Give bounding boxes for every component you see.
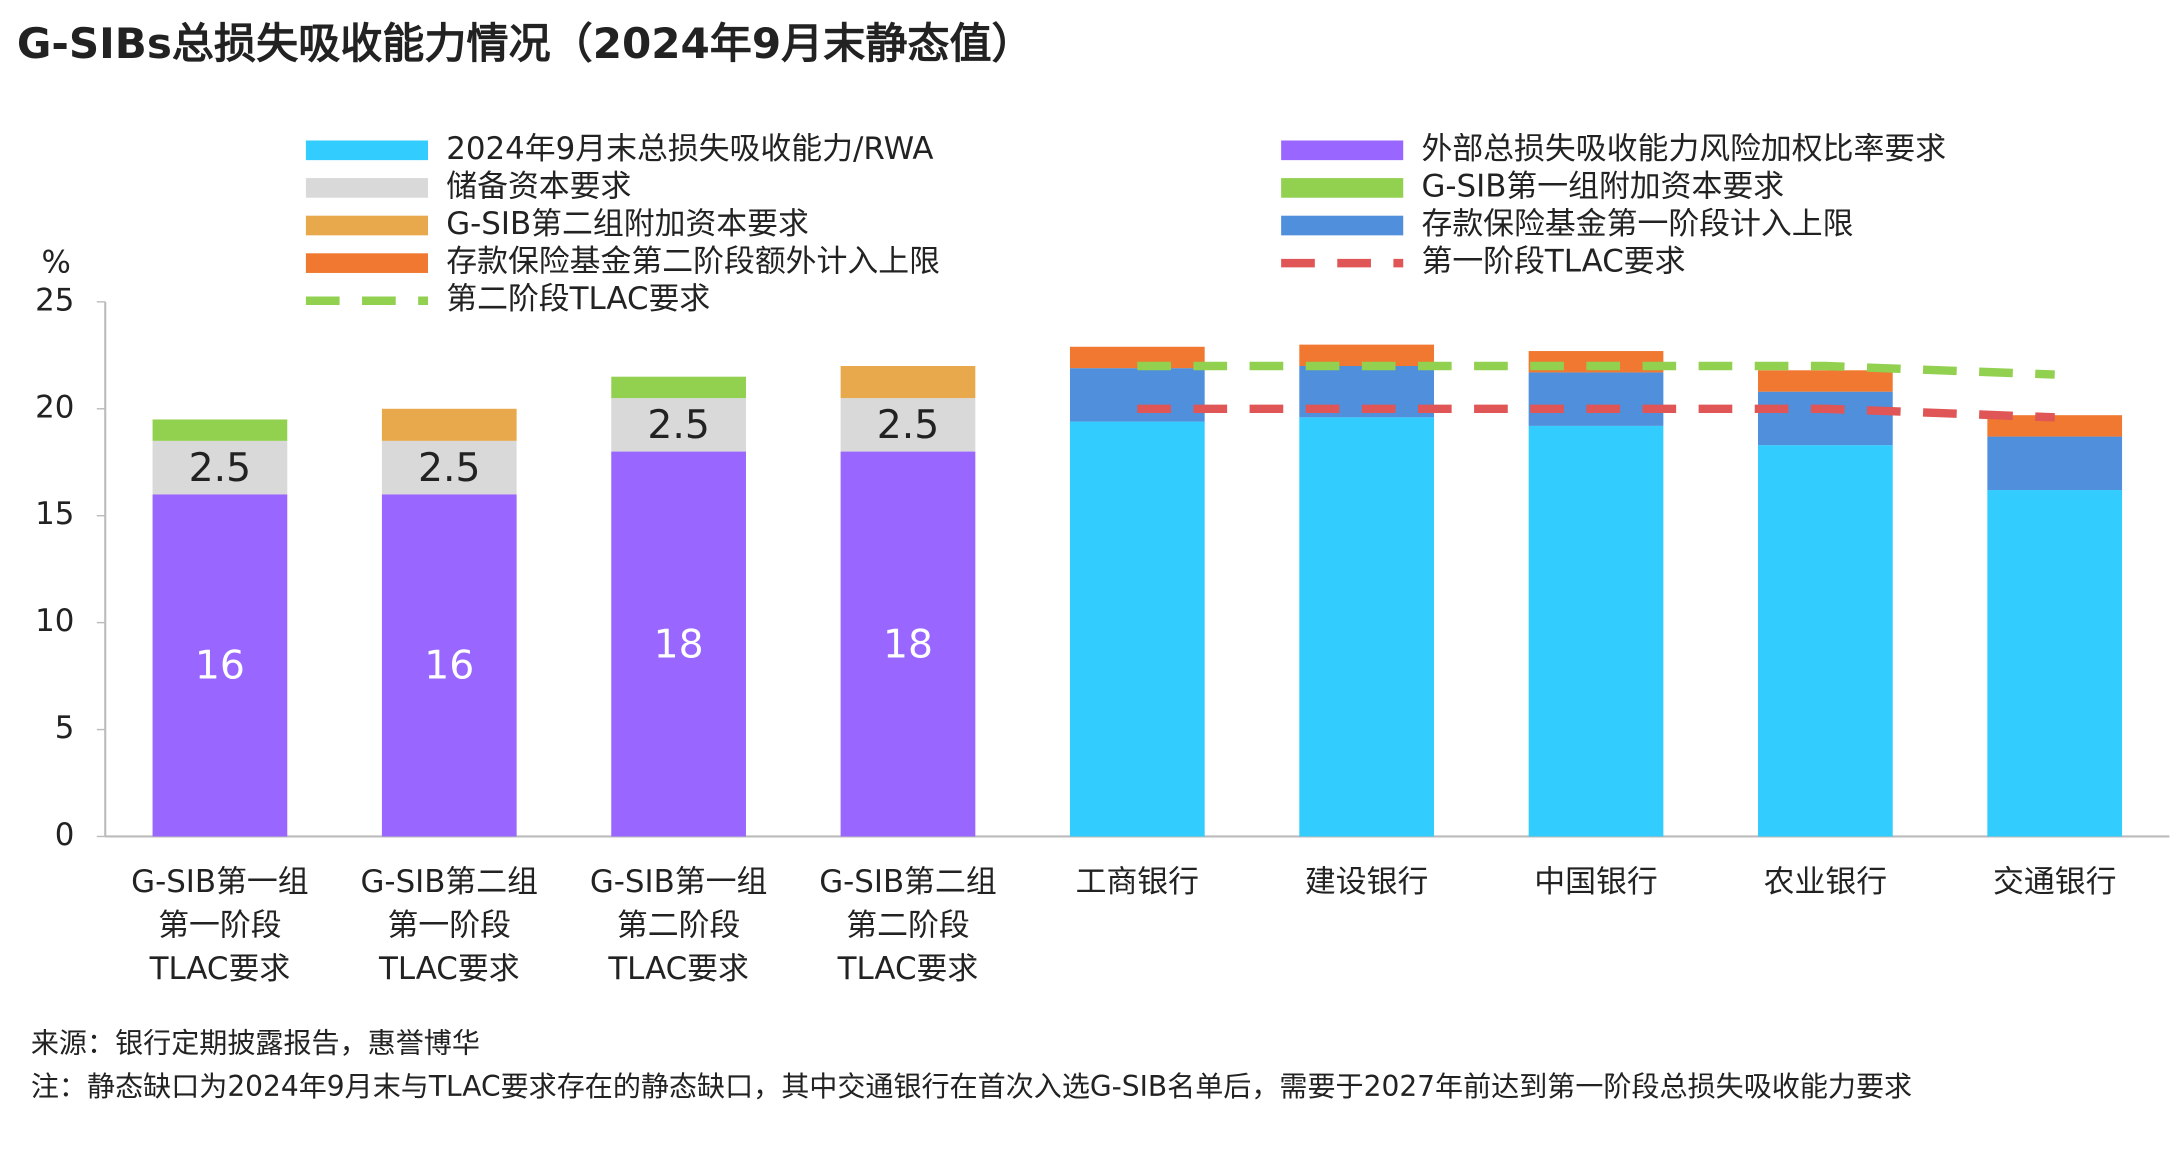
bar-segment	[840, 398, 976, 452]
bar-segment	[1987, 415, 2123, 437]
legend-swatch	[305, 178, 428, 198]
bar-segment	[1299, 344, 1435, 367]
bar-segment	[1299, 417, 1435, 837]
x-tick-label: G-SIB第一组第二阶段 TLAC要求	[590, 863, 767, 986]
data-label: 2.5	[189, 446, 251, 491]
bar-segment	[152, 440, 288, 495]
source: 来源：银行定期披露报告，惠誉博华	[30, 1025, 480, 1060]
legend-label: 第一阶段TLAC要求	[1421, 244, 1685, 280]
y-tick-label: 0	[55, 817, 75, 853]
bar-segment	[1758, 391, 1893, 446]
legend-swatch	[305, 215, 428, 236]
chart-title: G-SIBs总损失吸收能力情况（2024年9月末静态值）	[17, 19, 1034, 68]
bar-segment	[381, 440, 517, 495]
x-tick-label: 工商银行	[1076, 863, 1199, 899]
bar-segment	[1987, 490, 2123, 837]
bar-segment	[1069, 368, 1205, 422]
legend-label: 储备资本要求	[446, 168, 631, 204]
legend-label: 外部总损失吸收能力风险加权比率要求	[1421, 131, 1946, 167]
y-tick-label: 10	[35, 603, 74, 639]
bar-segment	[1758, 370, 1893, 392]
legend-label: 第二阶段TLAC要求	[446, 281, 710, 317]
x-tick-label: G-SIB第二组第一阶段 TLAC要求	[361, 863, 539, 986]
x-tick-label: 农业银行	[1764, 863, 1887, 899]
y-tick-label: 15	[35, 496, 74, 532]
bar-segment	[611, 398, 746, 452]
data-label: 18	[883, 622, 933, 667]
legend-swatch	[1281, 215, 1404, 236]
data-label: 16	[195, 644, 245, 689]
x-tick-label: 建设银行	[1305, 863, 1428, 899]
bar-segment	[152, 494, 288, 837]
x-tick-label: 交通银行	[1993, 863, 2116, 899]
note: 注：静态缺口为2024年9月末与TLAC要求存在的静态缺口，其中交通银行在首次入…	[30, 1069, 1913, 1104]
data-label: 18	[654, 622, 704, 667]
y-tick-label: 5	[55, 710, 75, 746]
data-label: 2.5	[647, 403, 709, 448]
bar-segment	[1987, 436, 2123, 491]
bar-segment	[1528, 425, 1664, 837]
data-label: 2.5	[418, 446, 480, 491]
bar-segment	[840, 366, 976, 399]
y-tick-label: 20	[35, 389, 74, 425]
bar-segment	[1528, 372, 1664, 426]
x-tick-label: G-SIB第二组第二阶段 TLAC要求	[819, 863, 997, 986]
legend-swatch	[305, 140, 428, 161]
bar-segment	[1758, 445, 1893, 837]
legend-label: 存款保险基金第二阶段额外计入上限	[446, 244, 940, 280]
bar-segment	[611, 451, 746, 837]
bar-segment	[840, 451, 976, 837]
x-tick-label: 中国银行	[1534, 863, 1657, 899]
x-tick-label: G-SIB第一组第一阶段 TLAC要求	[131, 863, 309, 986]
legend-swatch	[305, 253, 428, 273]
line-series	[1137, 361, 2055, 379]
legend-label: 2024年9月末总损失吸收能力/RWA	[446, 131, 933, 167]
line-series	[1137, 404, 2055, 422]
bar-segment	[1069, 346, 1205, 369]
data-label: 16	[424, 644, 474, 689]
bar-segment	[381, 494, 517, 837]
legend-label: G-SIB第一组附加资本要求	[1421, 168, 1784, 204]
bar-segment	[152, 419, 288, 441]
bar-segment	[381, 408, 517, 441]
bar-segment	[1069, 421, 1205, 837]
notes: 来源：银行定期披露报告，惠誉博华 注：静态缺口为2024年9月末与TLAC要求存…	[30, 1025, 1913, 1104]
legend-label: 存款保险基金第一阶段计入上限	[1421, 206, 1853, 242]
bar-segment	[611, 376, 746, 399]
y-axis-label: %	[41, 244, 70, 280]
legend-label: G-SIB第二组附加资本要求	[446, 206, 809, 242]
data-label: 2.5	[877, 403, 939, 448]
legend-swatch	[1281, 178, 1404, 198]
y-tick-label: 25	[35, 282, 74, 318]
legend-swatch	[1281, 140, 1404, 161]
